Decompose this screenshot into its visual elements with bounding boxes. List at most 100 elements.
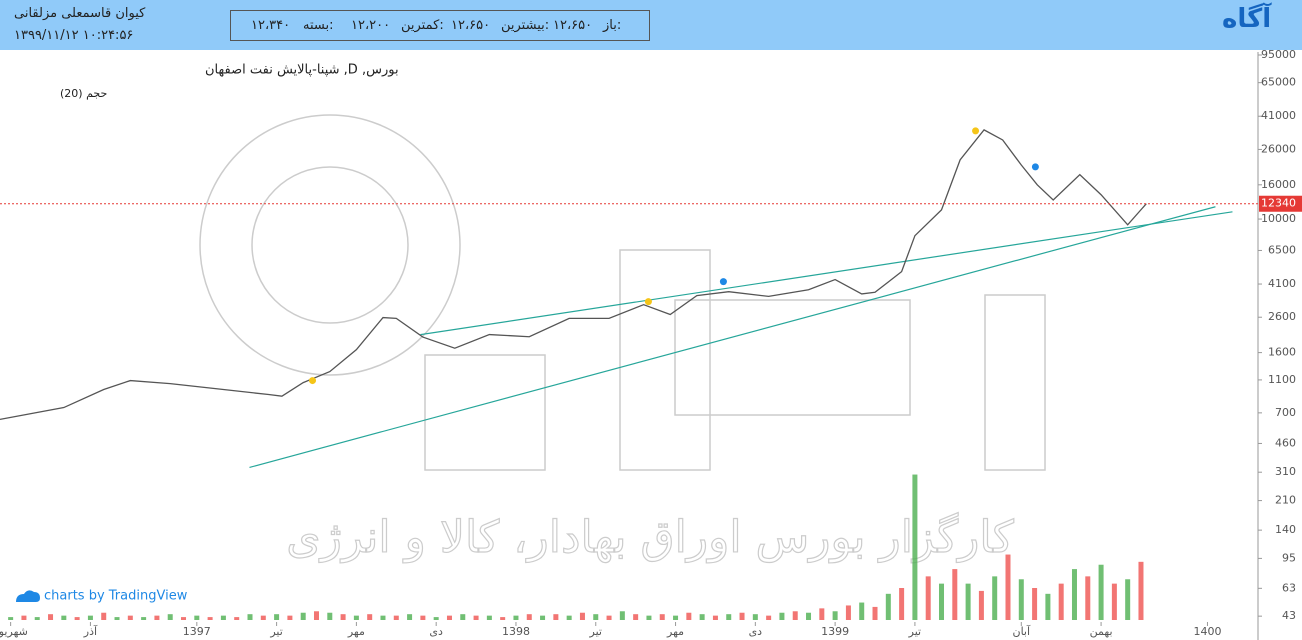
price-line — [0, 129, 1147, 421]
x-tick-label: تیر — [269, 625, 282, 638]
datetime: ۱۳۹۹/۱۱/۱۲ ۱۰:۲۴:۵۶ — [14, 28, 134, 43]
y-tick-label: 4100 — [1268, 277, 1296, 290]
volume-bar — [899, 588, 905, 620]
x-tick-label: دی — [749, 625, 763, 638]
volume-bar — [939, 583, 945, 620]
watermark-text: کارگزار بورس اوراق بهادار، کالا و انرژی — [286, 512, 1014, 563]
volume-bar — [234, 617, 240, 620]
marker — [719, 278, 727, 286]
volume-bar — [699, 614, 705, 620]
volume-bar — [566, 615, 572, 620]
x-tick-label: آبان — [1013, 624, 1031, 638]
y-tick-label: 2600 — [1268, 310, 1296, 323]
credit: charts by TradingView — [44, 589, 188, 604]
y-tick-label: 10000 — [1261, 212, 1296, 225]
volume-bar — [247, 614, 253, 620]
volume-bar — [965, 583, 971, 620]
volume-bar — [513, 615, 519, 620]
user-name: کیوان قاسمعلی مزلقانی — [14, 6, 146, 21]
y-tick-label: 6500 — [1268, 243, 1296, 256]
open-value: ۱۲،۶۵۰ — [553, 18, 593, 33]
volume-bar — [181, 617, 187, 620]
x-tick-label: تیر — [908, 625, 921, 638]
chart-title: بورس, D, شپنا-پالایش نفت اصفهان — [205, 63, 399, 78]
volume-bar — [127, 615, 133, 620]
volume-bar — [287, 615, 293, 620]
watermark-logo — [199, 114, 1046, 471]
y-tick-label: 95 — [1282, 551, 1296, 564]
volume-bar — [619, 611, 625, 620]
volume-bar — [540, 615, 546, 620]
x-tick-label: 1398 — [502, 625, 530, 638]
volume-bar — [819, 608, 825, 620]
ohlc-box: باز: ۱۲،۶۵۰ بیشترین: ۱۲،۶۵۰ کمترین: ۱۲،۲… — [230, 10, 650, 41]
volume-bar — [327, 612, 333, 620]
marker — [1031, 163, 1039, 171]
low-value: ۱۲،۲۰۰ — [351, 18, 391, 33]
y-tick-label: 41000 — [1261, 109, 1296, 122]
volume-bar — [792, 611, 798, 620]
volume-bar — [367, 614, 373, 620]
y-tick-label: 700 — [1275, 406, 1296, 419]
x-tick-label: تیر — [589, 625, 602, 638]
volume-bar — [633, 614, 639, 620]
last-price-label: 12340 — [1261, 197, 1296, 210]
volume-bar — [686, 612, 692, 620]
volume-bar — [553, 614, 559, 620]
open-label: باز: — [603, 18, 622, 33]
y-tick-label: 16000 — [1261, 178, 1296, 191]
x-tick-label: 1400 — [1193, 625, 1221, 638]
volume-bar — [1138, 561, 1144, 620]
volume-bar — [1032, 588, 1038, 620]
volume-bar — [832, 611, 838, 620]
volume-bar — [34, 617, 40, 620]
y-tick-label: 140 — [1275, 523, 1296, 536]
volume-bar — [872, 606, 878, 620]
y-tick-label: 1600 — [1268, 346, 1296, 359]
volume-bar — [912, 474, 918, 620]
high-value: ۱۲،۶۵۰ — [451, 18, 491, 33]
close-value: ۱۲،۳۴۰ — [251, 18, 291, 33]
volume-bar — [260, 615, 266, 620]
volume-bar — [74, 617, 80, 620]
x-tick-label: بهمن — [1090, 625, 1113, 638]
volume-bar — [87, 615, 93, 620]
volume-bar — [845, 605, 851, 620]
y-tick-label: 26000 — [1261, 142, 1296, 155]
volume-bar — [925, 576, 931, 620]
volume-bar — [1045, 593, 1051, 620]
volume-bar — [606, 615, 612, 620]
y-tick-label: 95000 — [1261, 48, 1296, 61]
y-tick-label: 310 — [1275, 465, 1296, 478]
volume-bar — [739, 612, 745, 620]
volume-bar — [101, 612, 107, 620]
volume-bar — [752, 614, 758, 620]
x-tick-label: 1397 — [183, 625, 211, 638]
x-tick-label: 1399 — [821, 625, 849, 638]
volume-bar — [473, 615, 479, 620]
marker — [972, 127, 980, 135]
volume-bar — [978, 590, 984, 620]
volume-bar — [220, 615, 226, 620]
volume-bar — [726, 614, 732, 620]
volume-bar — [274, 614, 280, 620]
volume-bar — [859, 602, 865, 620]
close-label: بسته: — [303, 18, 334, 33]
low-label: کمترین: — [401, 18, 444, 33]
volume-bar — [1098, 564, 1104, 620]
volume-bar — [21, 615, 27, 620]
volume-bar — [486, 615, 492, 620]
volume-bar — [593, 614, 599, 620]
y-tick-label: 63 — [1282, 581, 1296, 594]
marker — [644, 298, 652, 306]
volume-bar — [207, 617, 213, 620]
y-tick-label: 460 — [1275, 436, 1296, 449]
volume-bar — [313, 611, 319, 620]
x-tick-label: مهر — [347, 625, 365, 638]
volume-bar — [659, 614, 665, 620]
last-price-box — [1259, 195, 1302, 212]
volume-bar — [500, 617, 506, 620]
volume-label: حجم (20) — [60, 87, 107, 100]
